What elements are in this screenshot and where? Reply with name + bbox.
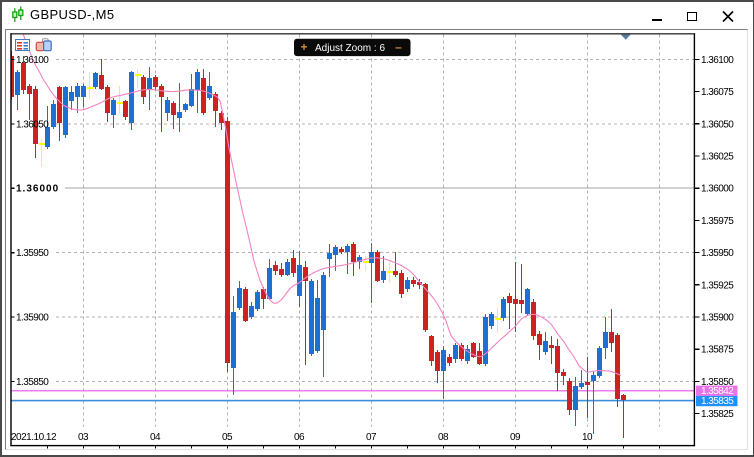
svg-text:1.35875: 1.35875 [701,345,734,356]
svg-text:04: 04 [150,432,161,443]
svg-text:09: 09 [510,432,521,443]
svg-text:1.36100: 1.36100 [16,55,49,66]
svg-text:1.35850: 1.35850 [701,377,734,388]
svg-text:1.35825: 1.35825 [701,409,734,420]
svg-text:1.35842: 1.35842 [701,386,734,397]
svg-text:+: + [300,40,307,54]
svg-text:1.36075: 1.36075 [701,87,734,98]
svg-text:2021.10.12: 2021.10.12 [11,432,57,443]
svg-text:07: 07 [366,432,377,443]
svg-text:–: – [395,40,402,54]
svg-text:1.35950: 1.35950 [16,248,49,259]
svg-text:1.36025: 1.36025 [701,152,734,163]
svg-text:03: 03 [78,432,89,443]
svg-text:08: 08 [438,432,449,443]
svg-text:05: 05 [222,432,233,443]
svg-text:1.35900: 1.35900 [16,313,49,324]
svg-text:1.35975: 1.35975 [701,216,734,227]
svg-text:Adjust Zoom : 6: Adjust Zoom : 6 [315,43,385,54]
svg-text:1.36100: 1.36100 [701,55,734,66]
svg-text:1.35950: 1.35950 [701,248,734,259]
svg-text:1.36050: 1.36050 [701,119,734,130]
svg-text:1.36000: 1.36000 [16,184,59,195]
svg-text:06: 06 [294,432,305,443]
svg-text:1.35925: 1.35925 [701,280,734,291]
svg-text:1.36050: 1.36050 [16,119,49,130]
svg-text:1.36000: 1.36000 [701,184,734,195]
svg-text:10: 10 [582,432,593,443]
svg-text:1.35900: 1.35900 [701,313,734,324]
svg-text:1.35850: 1.35850 [16,377,49,388]
svg-text:1.35835: 1.35835 [701,396,734,407]
